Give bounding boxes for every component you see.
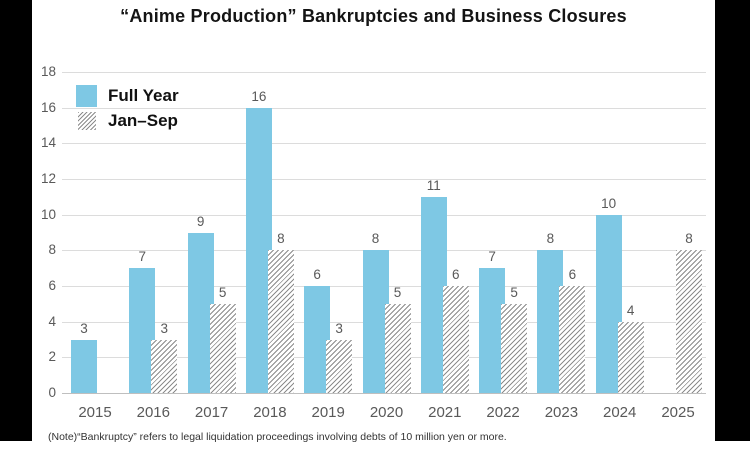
y-tick-label: 6 bbox=[48, 278, 56, 293]
gridline bbox=[62, 72, 706, 73]
x-tick-label: 2015 bbox=[78, 404, 112, 421]
x-tick-label: 2019 bbox=[311, 404, 345, 421]
chart-legend: Full Year Jan–Sep bbox=[76, 85, 179, 135]
chart-title: “Anime Production” Bankruptcies and Busi… bbox=[120, 6, 627, 26]
x-tick-label: 2023 bbox=[544, 404, 579, 421]
bar-value-label: 3 bbox=[160, 320, 169, 336]
x-tick-label: 2016 bbox=[136, 404, 170, 421]
bar-jan-sep bbox=[501, 303, 528, 393]
gridline bbox=[62, 214, 706, 216]
legend-swatch-full-year bbox=[76, 85, 97, 107]
bar-value-label: 5 bbox=[218, 284, 227, 300]
bar-value-label: 6 bbox=[568, 267, 577, 282]
bar-value-label: 10 bbox=[601, 195, 617, 211]
y-tick-label: 8 bbox=[48, 242, 56, 258]
bar-full-year bbox=[595, 214, 622, 393]
bar-value-label: 8 bbox=[371, 231, 380, 247]
bar-jan-sep bbox=[676, 250, 702, 393]
bar-value-label: 7 bbox=[138, 249, 147, 265]
bar-full-year bbox=[479, 268, 506, 393]
legend-item-jan-sep: Jan–Sep bbox=[76, 110, 179, 132]
y-tick-label: 18 bbox=[40, 64, 56, 79]
x-tick-label: 2022 bbox=[486, 404, 520, 421]
bar-jan-sep bbox=[617, 321, 644, 393]
bar-full-year bbox=[187, 232, 214, 393]
bar-value-label: 8 bbox=[277, 231, 285, 247]
bar-jan-sep bbox=[326, 339, 353, 393]
footnote: (Note)“Bankruptcy” refers to legal liqui… bbox=[48, 431, 507, 443]
bar-value-label: 6 bbox=[452, 267, 460, 282]
x-tick-label: 2021 bbox=[428, 404, 462, 421]
bar-full-year bbox=[71, 339, 97, 393]
y-tick-label: 0 bbox=[48, 385, 56, 400]
legend-swatch-jan-sep bbox=[78, 112, 96, 130]
x-tick-label: 2025 bbox=[661, 404, 695, 421]
bar-jan-sep bbox=[442, 286, 469, 393]
bar-value-label: 3 bbox=[335, 320, 343, 336]
bar-value-label: 11 bbox=[426, 177, 441, 193]
x-axis-line bbox=[62, 393, 706, 394]
y-tick-label: 2 bbox=[48, 349, 56, 365]
bar-value-label: 8 bbox=[546, 231, 555, 247]
letterbox-right bbox=[715, 0, 750, 441]
gridline bbox=[62, 143, 706, 145]
bar-jan-sep bbox=[559, 286, 586, 393]
x-tick-label: 2024 bbox=[603, 404, 637, 421]
x-tick-label: 2020 bbox=[369, 404, 404, 421]
bar-full-year bbox=[129, 268, 156, 393]
y-tick-label: 10 bbox=[40, 206, 56, 222]
legend-item-full-year: Full Year bbox=[76, 85, 179, 107]
bar-value-label: 16 bbox=[251, 88, 267, 104]
bar-value-label: 9 bbox=[196, 213, 205, 229]
legend-label-full-year: Full Year bbox=[108, 86, 179, 105]
x-tick-label: 2017 bbox=[194, 404, 229, 421]
bar-value-label: 5 bbox=[510, 284, 518, 300]
bar-value-label: 6 bbox=[313, 267, 321, 282]
bar-full-year bbox=[420, 196, 447, 393]
bar-jan-sep bbox=[151, 339, 178, 393]
y-tick-label: 4 bbox=[48, 313, 56, 329]
gridline bbox=[62, 179, 706, 180]
bar-full-year bbox=[304, 286, 331, 393]
bar-value-label: 4 bbox=[626, 302, 635, 318]
legend-label-jan-sep: Jan–Sep bbox=[108, 111, 178, 130]
bar-value-label: 8 bbox=[685, 231, 693, 247]
bar-value-label: 5 bbox=[393, 284, 402, 300]
x-tick-label: 2018 bbox=[253, 404, 287, 421]
bar-full-year bbox=[537, 250, 564, 393]
bar-jan-sep bbox=[384, 303, 411, 393]
bar-value-label: 3 bbox=[80, 320, 88, 336]
gridline bbox=[62, 107, 706, 109]
y-tick-label: 16 bbox=[40, 99, 56, 115]
y-tick-label: 14 bbox=[40, 135, 56, 151]
bar-full-year bbox=[362, 250, 389, 393]
bar-jan-sep bbox=[267, 250, 294, 393]
bar-jan-sep bbox=[209, 303, 236, 393]
y-tick-label: 12 bbox=[40, 171, 56, 186]
bar-value-label: 7 bbox=[488, 249, 496, 265]
bar-full-year bbox=[245, 107, 272, 393]
letterbox-left bbox=[0, 0, 32, 441]
